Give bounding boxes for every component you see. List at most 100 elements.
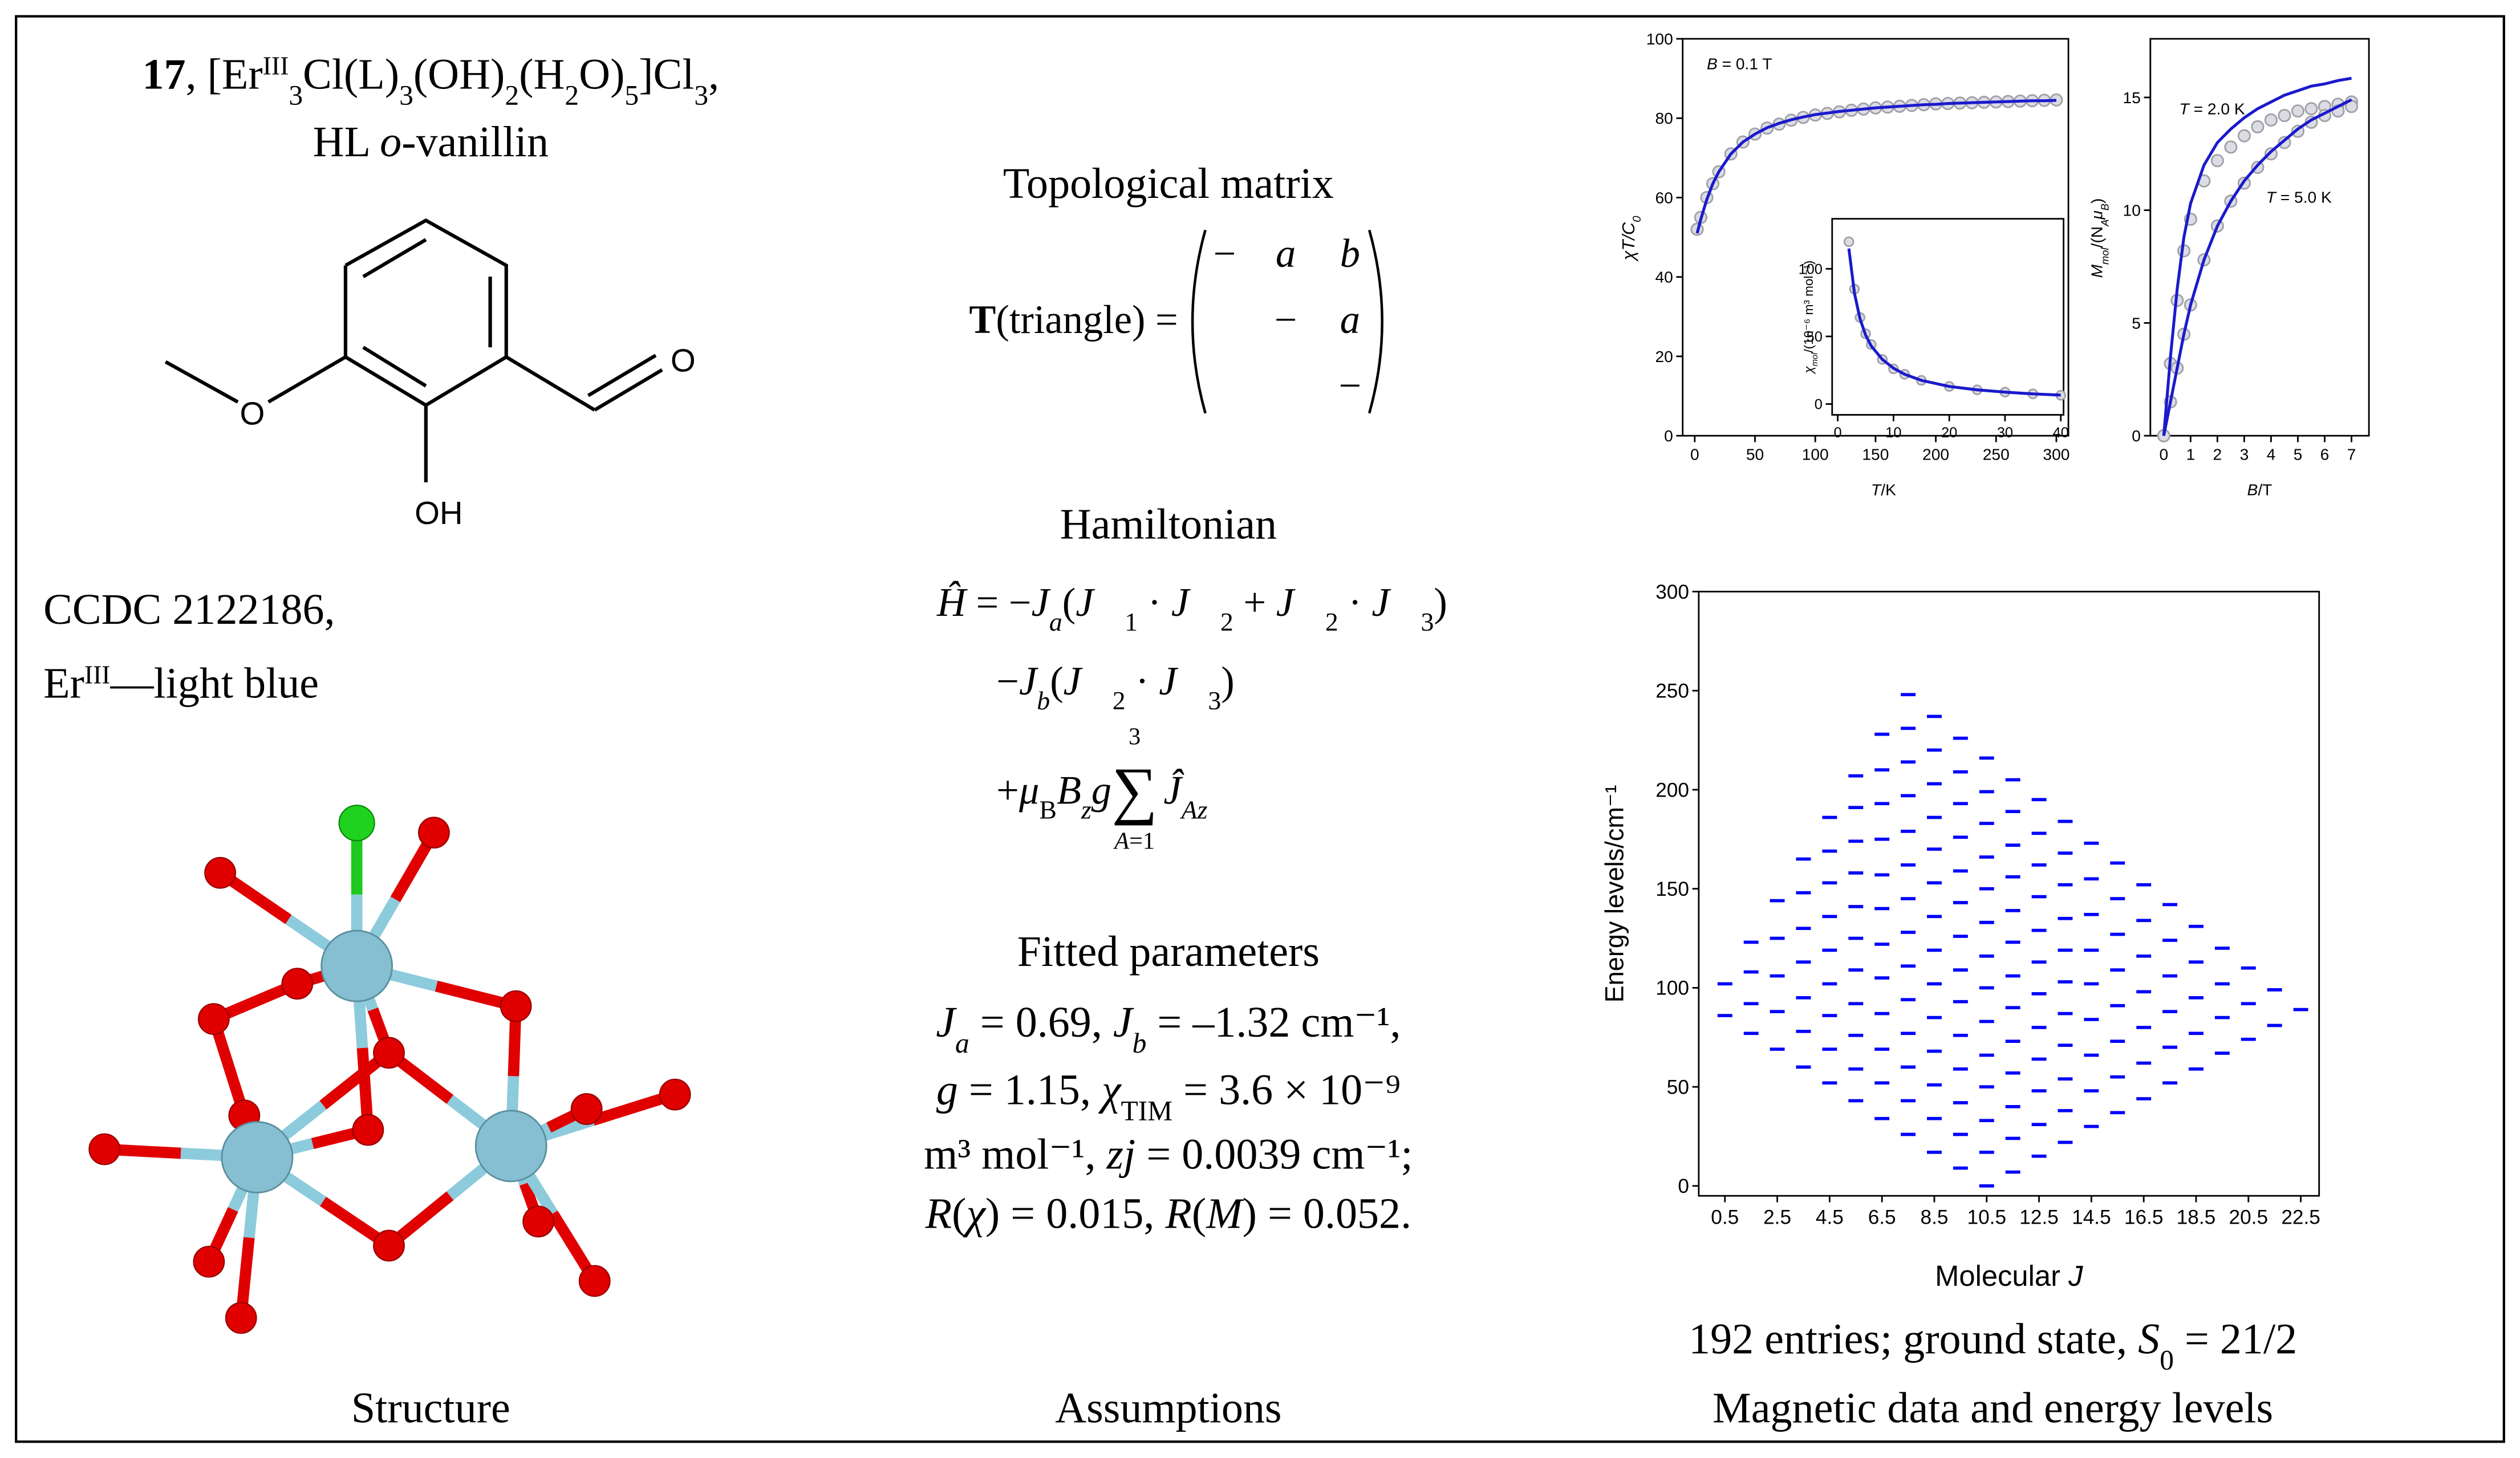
- y-tick-label: 50: [1667, 1076, 1689, 1098]
- x-tick-label: 20.5: [2229, 1207, 2269, 1229]
- oxygen-atom: [88, 1133, 121, 1165]
- matrix-entry: −: [1338, 363, 1361, 408]
- matrix-entry: b: [1340, 232, 1360, 276]
- hamiltonian-line-part: μ: [1018, 769, 1039, 813]
- hamiltonian-line-part: b: [1037, 685, 1050, 714]
- energy-summary-part: = 21/2: [2174, 1315, 2297, 1363]
- y-tick-label: 0: [1678, 1175, 1689, 1197]
- compound-formula-part: 2: [565, 79, 579, 111]
- y-tick-label: 0: [1815, 396, 1823, 412]
- compound-formula-part: (OH): [413, 50, 505, 98]
- color-note-part: —light blue: [110, 660, 319, 708]
- y-tick-label: 0: [1664, 427, 1673, 445]
- data-point: [2210, 154, 2224, 168]
- x-tick-label: 2.5: [1763, 1207, 1791, 1229]
- fit-parameters-part: ) = 0.052.: [1243, 1190, 1411, 1238]
- fit-parameters-part: J: [1113, 998, 1134, 1046]
- hamiltonian-line-part: +: [1233, 580, 1276, 625]
- y-tick-label: 300: [1655, 581, 1689, 603]
- compound-formula-part: ,: [708, 50, 719, 98]
- x-tick-label: 8.5: [1920, 1207, 1948, 1229]
- color-note-part: Er: [43, 660, 84, 708]
- compound-formula-part: 3: [694, 79, 708, 111]
- atom-label: O: [671, 342, 696, 378]
- frame: [15, 15, 2505, 1443]
- x-axis-label-part: B: [2247, 480, 2258, 498]
- fit-parameters-part: χ: [962, 1190, 987, 1238]
- y-tick-label: 15: [2123, 88, 2141, 107]
- annotation-part: T: [2266, 188, 2277, 206]
- y-axis-label: Energy levels/cm⁻¹: [1600, 785, 1629, 1002]
- fit-parameters-part: M: [1206, 1190, 1244, 1238]
- matrix-entry: a: [1340, 298, 1360, 342]
- x-tick-label: 7: [2347, 445, 2356, 463]
- x-tick-label: 5: [2294, 445, 2303, 463]
- compound-formula-part: (H: [519, 50, 565, 98]
- hamiltonian-line-part: J⃗: [1076, 580, 1125, 625]
- x-axis-label: T/K: [1871, 480, 1896, 498]
- hamiltonian-line-part: = −: [966, 580, 1032, 625]
- y-tick-label: 20: [1655, 347, 1673, 365]
- x-tick-label: 10.5: [1967, 1207, 2007, 1229]
- compound-formula-part: 2: [505, 79, 519, 111]
- hamiltonian-line-part: ·: [1138, 580, 1171, 625]
- y-tick-label: 100: [1646, 30, 1673, 48]
- x-axis-label-part: J: [2068, 1260, 2083, 1292]
- energy-summary-part: S: [2138, 1315, 2160, 1363]
- energy-summary-part: 0: [2160, 1344, 2174, 1375]
- compound-formula-part: Cl(L): [303, 50, 399, 98]
- x-axis-label-part: /K: [1881, 480, 1896, 498]
- oxygen-atom: [659, 1078, 691, 1111]
- hamiltonian-line-part: 3: [1208, 685, 1221, 714]
- y-tick-label: 50: [1807, 329, 1823, 345]
- fit-parameters-part: b: [1133, 1027, 1147, 1059]
- fit-line: [1695, 99, 2057, 234]
- fit-parameters-part: R: [1164, 1190, 1191, 1238]
- y-tick-label: 200: [1655, 779, 1689, 801]
- y-tick-label: 0: [2132, 427, 2141, 445]
- oxygen-atom: [373, 1229, 405, 1262]
- data-point: [2291, 104, 2305, 118]
- annotation: B = 0.1 T: [1707, 55, 1772, 73]
- hamiltonian-line-part: J: [1032, 580, 1052, 625]
- fit-parameters-part: R: [925, 1190, 952, 1238]
- hamiltonian-line: +μBBzg: [996, 769, 1111, 824]
- fit-parameters: g = 1.15, χTIM = 3.6 × 10⁻⁹: [936, 1066, 1401, 1127]
- hamiltonian-line-part: (: [1062, 580, 1076, 625]
- hamiltonian-line-part: 2: [1325, 607, 1338, 636]
- data-point: [2237, 129, 2251, 143]
- color-note-part: III: [84, 660, 111, 689]
- y-tick-label: 80: [1655, 109, 1673, 127]
- annotation: T = 2.0 K: [2180, 100, 2245, 118]
- energy-summary: 192 entries; ground state, S0 = 21/2: [1689, 1315, 2297, 1375]
- fit-parameters-part: = 1.15,: [958, 1066, 1102, 1114]
- annotation-part: T: [2180, 100, 2190, 118]
- fit-parameters-part: = –1.32 cm⁻¹,: [1146, 998, 1401, 1046]
- fit-parameters-part: zj: [1106, 1130, 1136, 1178]
- fit-line: [1847, 248, 2061, 397]
- fit-parameters-part: ) = 0.015,: [985, 1190, 1166, 1238]
- hamiltonian-line-part: 2: [1220, 607, 1233, 636]
- matrix-lhs-part: T: [969, 298, 996, 342]
- y-axis-label: χT/C0: [1618, 216, 1644, 262]
- fit-parameters: m³ mol⁻¹, zj = 0.0039 cm⁻¹;: [924, 1130, 1413, 1178]
- oxygen-atom: [418, 817, 450, 849]
- compound-formula-part: , [Er: [186, 50, 263, 98]
- x-axis-label: Molecular J: [1935, 1260, 2083, 1292]
- hamiltonian-line-part: J⃗: [1171, 580, 1220, 625]
- annotation-part: = 5.0 K: [2276, 188, 2332, 206]
- y-axis-label-part: 0: [1631, 216, 1644, 222]
- y-axis-label-part: χ: [1801, 366, 1816, 375]
- y-tick-label: 250: [1655, 680, 1689, 702]
- x-tick-label: 1: [2186, 445, 2196, 463]
- hamiltonian-line-part: J⃗: [1064, 659, 1113, 704]
- oxygen-atom: [225, 1302, 257, 1334]
- hamiltonian-line-part: +: [996, 769, 1019, 813]
- hamiltonian-line-part: g: [1091, 769, 1111, 813]
- hamiltonian-line-part: ·: [1126, 659, 1159, 704]
- hamiltonian-line-part: ): [1221, 659, 1234, 704]
- x-tick-label: 200: [1922, 445, 1949, 463]
- hamiltonian-line: Ĥ = −Ja(J⃗1 · J⃗2 + J⃗2 · J⃗3): [936, 580, 1447, 636]
- matrix-lhs-part: (triangle) =: [996, 298, 1178, 342]
- hamiltonian-line-part: J⃗: [1159, 659, 1208, 704]
